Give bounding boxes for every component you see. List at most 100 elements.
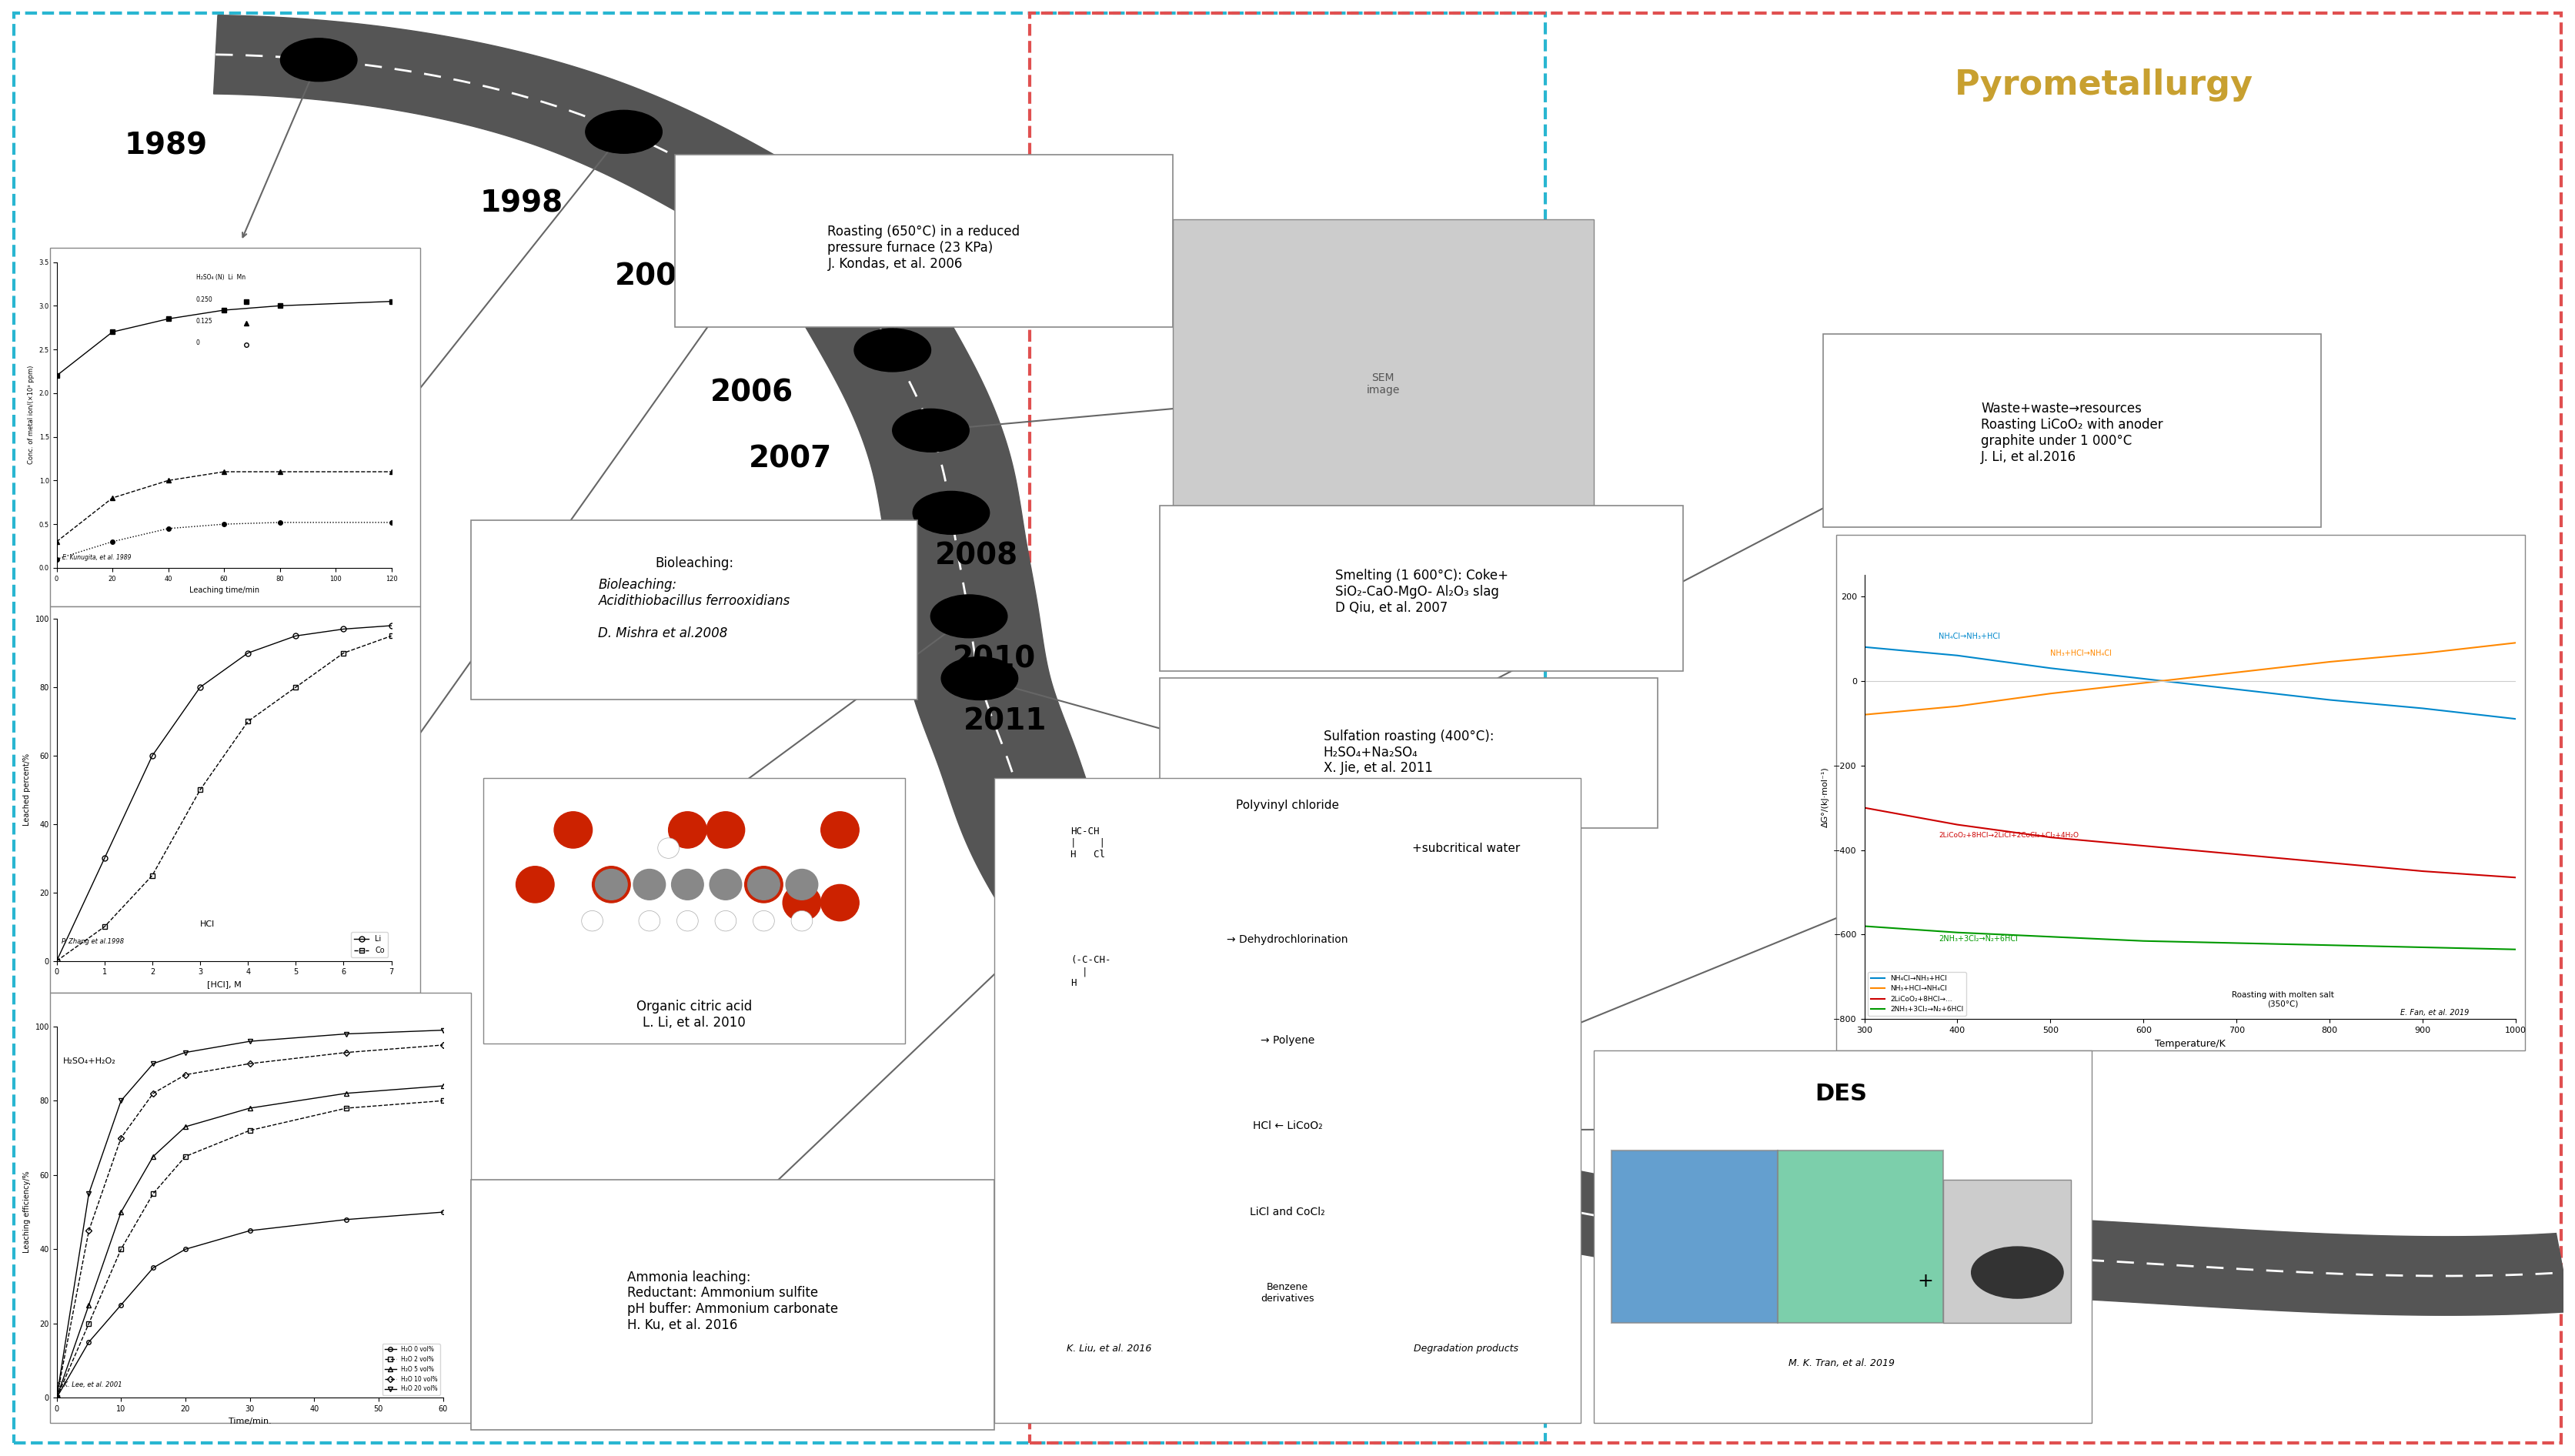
Text: 2011: 2011 xyxy=(963,706,1048,737)
Circle shape xyxy=(747,869,780,900)
H₂O 0 vol% xyxy=(170,1241,201,1258)
H₂O 20 vol% xyxy=(136,1054,167,1072)
H₂O 0 vol% xyxy=(41,1389,72,1406)
NH₃+HCl→NH₄Cl xyxy=(2034,684,2065,702)
2LiCoO₂+8HCl→... xyxy=(1942,815,1972,833)
Circle shape xyxy=(1033,879,1110,923)
Text: Degradation products: Degradation products xyxy=(1414,1344,1519,1354)
H₂O 0 vol% xyxy=(234,1222,265,1239)
Text: Bioleaching:
Acidithiobacillus ferrooxidians

D. Mishra et al.2008: Bioleaching: Acidithiobacillus ferrooxid… xyxy=(597,578,791,641)
Text: SEM
image: SEM image xyxy=(1367,373,1401,396)
Text: Bioleaching:: Bioleaching: xyxy=(654,556,734,571)
Circle shape xyxy=(711,869,742,900)
Line: NH₄Cl→NH₃+HCl: NH₄Cl→NH₃+HCl xyxy=(1864,646,2516,719)
2NH₃+3Cl₂→N₂+6HCl xyxy=(2500,941,2531,958)
H₂O 10 vol% xyxy=(136,1085,167,1102)
FancyBboxPatch shape xyxy=(49,606,420,993)
Text: Organic citric acid
L. Li, et al. 2010: Organic citric acid L. Li, et al. 2010 xyxy=(636,1000,752,1029)
FancyBboxPatch shape xyxy=(994,778,1581,1423)
Circle shape xyxy=(677,911,698,932)
Text: 0.250: 0.250 xyxy=(196,296,214,303)
Text: H₂SO₄+H₂O₂: H₂SO₄+H₂O₂ xyxy=(62,1057,116,1066)
2NH₃+3Cl₂→N₂+6HCl xyxy=(1942,923,1972,941)
FancyBboxPatch shape xyxy=(1823,333,2320,527)
FancyBboxPatch shape xyxy=(484,778,904,1044)
Circle shape xyxy=(716,911,736,932)
Circle shape xyxy=(752,911,775,932)
2NH₃+3Cl₂→N₂+6HCl xyxy=(2127,932,2158,949)
H₂O 20 vol% xyxy=(330,1025,360,1042)
X-axis label: [HCl], M: [HCl], M xyxy=(206,980,242,989)
Y-axis label: Conc. of metal ion/(×10³ ppm): Conc. of metal ion/(×10³ ppm) xyxy=(28,365,33,464)
H₂O 10 vol% xyxy=(170,1066,201,1083)
Li xyxy=(376,617,407,635)
H₂O 5 vol% xyxy=(330,1085,360,1102)
NH₃+HCl→NH₄Cl xyxy=(2408,645,2439,662)
Circle shape xyxy=(672,869,703,900)
H₂O 5 vol% xyxy=(72,1296,103,1313)
Text: Polyvinyl chloride: Polyvinyl chloride xyxy=(1236,799,1339,811)
Text: NH₃+HCl→NH₄Cl: NH₃+HCl→NH₄Cl xyxy=(2050,649,2111,657)
NH₃+HCl→NH₄Cl xyxy=(2500,633,2531,651)
Text: H₂SO₄ (N)  Li  Mn: H₂SO₄ (N) Li Mn xyxy=(196,274,245,281)
Li xyxy=(136,747,167,764)
H₂O 10 vol% xyxy=(72,1222,103,1239)
Text: Pyrometallurgy: Pyrometallurgy xyxy=(1954,68,2253,102)
Text: 2019: 2019 xyxy=(1352,1174,1434,1203)
Text: 2NH₃+3Cl₂→N₂+6HCl: 2NH₃+3Cl₂→N₂+6HCl xyxy=(1939,935,2019,942)
Y-axis label: Leached percent/%: Leached percent/% xyxy=(23,754,31,826)
2LiCoO₂+8HCl→... xyxy=(2315,855,2346,872)
Circle shape xyxy=(1277,1109,1354,1152)
H₂O 20 vol% xyxy=(41,1389,72,1406)
Text: Roasting with molten salt
(350°C): Roasting with molten salt (350°C) xyxy=(2233,992,2333,1008)
Co xyxy=(90,919,121,936)
FancyBboxPatch shape xyxy=(1944,1179,2070,1322)
Circle shape xyxy=(930,596,1007,638)
Text: → Dehydrochlorination: → Dehydrochlorination xyxy=(1226,935,1349,945)
NH₄Cl→NH₃+HCl xyxy=(2500,711,2531,728)
2LiCoO₂+8HCl→... xyxy=(1849,799,1880,817)
NH₄Cl→NH₃+HCl xyxy=(2034,660,2065,677)
Text: Smelting (1 600°C): Coke+
SiO₂-CaO-MgO- Al₂O₃ slag
D Qiu, et al. 2007: Smelting (1 600°C): Coke+ SiO₂-CaO-MgO- … xyxy=(1334,569,1509,614)
H₂O 20 vol% xyxy=(427,1022,458,1040)
Text: 1998: 1998 xyxy=(479,189,564,218)
NH₃+HCl→NH₄Cl xyxy=(1849,706,1880,724)
Text: 2001: 2001 xyxy=(615,262,698,291)
Li xyxy=(90,850,121,868)
H₂O 2 vol% xyxy=(234,1121,265,1139)
Text: HC-CH
|    |
H   Cl: HC-CH | | H Cl xyxy=(1071,826,1105,859)
X-axis label: Temperature/K: Temperature/K xyxy=(2155,1038,2225,1048)
Text: 2007: 2007 xyxy=(749,444,832,473)
Legend: Li, Co: Li, Co xyxy=(350,932,389,957)
Circle shape xyxy=(747,198,821,240)
Co xyxy=(41,952,72,970)
Text: Waste+waste→resources
Roasting LiCoO₂ with anoder
graphite under 1 000°C
J. Li, : Waste+waste→resources Roasting LiCoO₂ wi… xyxy=(1980,402,2163,464)
H₂O 0 vol% xyxy=(427,1203,458,1220)
Circle shape xyxy=(657,839,680,859)
H₂O 2 vol% xyxy=(72,1315,103,1332)
2LiCoO₂+8HCl→... xyxy=(2222,846,2253,863)
2NH₃+3Cl₂→N₂+6HCl xyxy=(2034,927,2065,945)
Text: Hydrometallurgy: Hydrometallurgy xyxy=(309,1376,633,1408)
Circle shape xyxy=(633,869,664,900)
Co xyxy=(327,644,358,661)
Circle shape xyxy=(914,491,989,534)
NH₄Cl→NH₃+HCl xyxy=(2408,700,2439,718)
FancyBboxPatch shape xyxy=(1836,534,2526,1050)
Text: 2008: 2008 xyxy=(935,542,1017,571)
2LiCoO₂+8HCl→... xyxy=(2034,828,2065,846)
Circle shape xyxy=(1972,1246,2063,1299)
Text: 1989: 1989 xyxy=(124,131,206,160)
H₂O 0 vol% xyxy=(72,1334,103,1351)
X-axis label: Leaching time/min: Leaching time/min xyxy=(188,587,260,594)
Text: M. K. Tran, et al. 2019: M. K. Tran, et al. 2019 xyxy=(1787,1358,1895,1369)
H₂O 5 vol% xyxy=(41,1389,72,1406)
2LiCoO₂+8HCl→... xyxy=(2500,869,2531,887)
Text: P. Zhang et al.1998: P. Zhang et al.1998 xyxy=(62,939,124,945)
H₂O 0 vol% xyxy=(106,1296,136,1313)
H₂O 10 vol% xyxy=(330,1044,360,1061)
Legend: NH₄Cl→NH₃+HCl, NH₃+HCl→NH₄Cl, 2LiCoO₂+8HCl→..., 2NH₃+3Cl₂→N₂+6HCl: NH₄Cl→NH₃+HCl, NH₃+HCl→NH₄Cl, 2LiCoO₂+8H… xyxy=(1867,973,1967,1016)
Circle shape xyxy=(670,812,706,847)
Circle shape xyxy=(281,38,358,82)
H₂O 20 vol% xyxy=(106,1092,136,1109)
